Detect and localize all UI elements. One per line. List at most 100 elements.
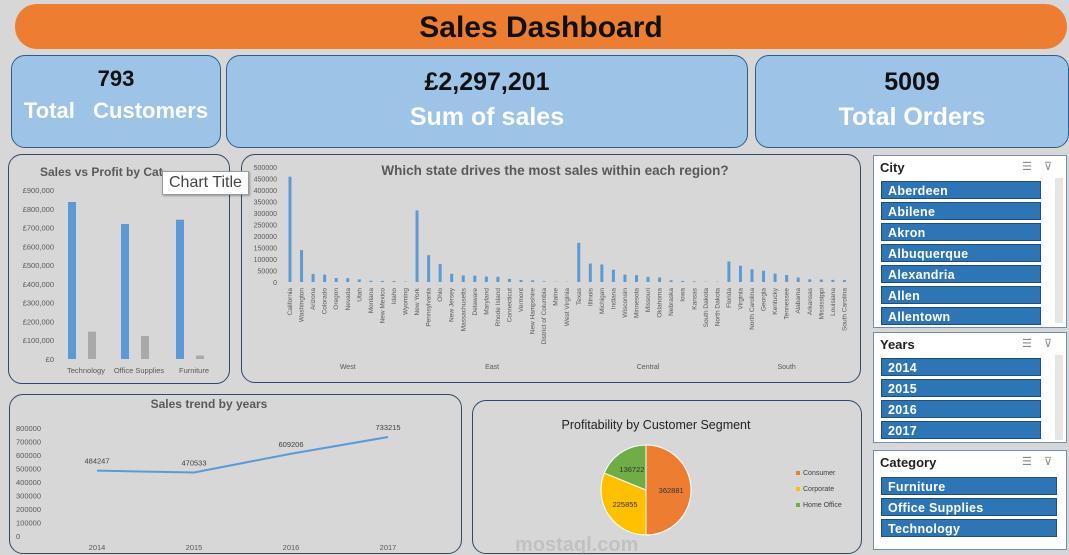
state-label: Kansas [691, 287, 698, 309]
clear-filter-icon[interactable]: ⊽ [1044, 338, 1053, 350]
state-bar [692, 281, 696, 282]
state-label: Oregon [333, 288, 340, 310]
state-label: Nebraska [668, 288, 675, 316]
clear-filter-icon[interactable]: ⊽ [1044, 456, 1053, 468]
clear-filter-icon[interactable]: ⊽ [1044, 161, 1053, 173]
city-item[interactable]: Akron [881, 223, 1041, 241]
category-item[interactable]: Technology [881, 519, 1057, 537]
state-bar [531, 280, 535, 282]
state-label: Nevada [345, 288, 352, 311]
state-label: Montana [368, 288, 375, 314]
state-bar [380, 280, 384, 282]
y-tick-label: 100000 [254, 257, 277, 264]
state-label: Maine [553, 288, 560, 306]
city-slicer-title: City [880, 160, 905, 175]
state-bar [600, 264, 604, 282]
y-tick-label: 450000 [254, 177, 277, 184]
state-bar [415, 210, 419, 282]
chart-title: Which state drives the most sales within… [381, 163, 728, 178]
pie-slice [645, 444, 692, 536]
data-label: 484247 [84, 457, 109, 466]
multi-select-icon[interactable]: ☰ [1022, 456, 1032, 468]
state-label: New Mexico [379, 288, 386, 324]
panel-sales-vs-profit[interactable] [8, 154, 230, 384]
state-label: Alabama [795, 288, 802, 314]
panel-state-sales[interactable] [241, 154, 861, 383]
panel-segment-pie[interactable] [472, 400, 862, 554]
city-item[interactable]: Albuquerque [881, 244, 1041, 262]
state-bar [773, 273, 777, 282]
y-tick-label: 800000 [16, 424, 41, 433]
region-label: Central [637, 364, 660, 371]
state-bar [461, 275, 465, 282]
region-label: East [485, 364, 499, 371]
state-bar [334, 277, 338, 282]
multi-select-icon[interactable]: ☰ [1022, 338, 1032, 350]
city-item[interactable]: Allentown [881, 307, 1041, 325]
years-scrollbar[interactable] [1055, 355, 1063, 440]
city-item[interactable]: Abilene [881, 202, 1041, 220]
state-bar [611, 269, 615, 282]
category-item[interactable]: Furniture [881, 477, 1057, 495]
category-slicer[interactable]: Category ☰ ⊽ Furniture Office Supplies T… [873, 450, 1067, 550]
state-bar [323, 274, 327, 282]
state-bar [635, 275, 638, 282]
y-tick-label: £900,000 [23, 186, 54, 195]
state-label: Illinois [587, 287, 594, 306]
state-label: Michigan [599, 288, 606, 314]
state-bar [658, 277, 662, 282]
city-item[interactable]: Aberdeen [881, 181, 1041, 199]
x-tick-label: Furniture [179, 366, 209, 375]
watermark-text: mostaql.com [515, 534, 638, 555]
y-tick-label: £100,000 [23, 336, 54, 345]
city-item[interactable]: Alexandria [881, 265, 1041, 283]
y-tick-label: £0 [46, 355, 54, 364]
legend-swatch [796, 487, 800, 491]
state-bar [750, 269, 754, 282]
years-slicer[interactable]: Years ☰ ⊽ 2014 2015 2016 2017 [873, 332, 1067, 443]
state-label: Ohio [437, 288, 444, 302]
y-tick-label: £400,000 [23, 280, 54, 289]
state-label: Florida [726, 288, 733, 308]
panel-sales-trend[interactable] [9, 394, 462, 554]
state-label: Vermont [518, 288, 525, 312]
y-tick-label: £500,000 [23, 261, 54, 270]
year-item[interactable]: 2016 [881, 400, 1041, 418]
year-item[interactable]: 2014 [881, 358, 1041, 376]
category-item[interactable]: Office Supplies [881, 498, 1057, 516]
year-item[interactable]: 2015 [881, 379, 1041, 397]
y-tick-label: 150000 [254, 246, 277, 253]
city-scrollbar[interactable] [1055, 178, 1063, 323]
y-tick-label: 250000 [254, 223, 277, 230]
state-label: Massachusetts [460, 287, 467, 331]
chart-title: Sales vs Profit by Cat [40, 165, 163, 179]
state-bar [623, 274, 627, 282]
state-label: West Virginia [564, 288, 571, 326]
kpi-customers-value: 793 [97, 66, 135, 91]
year-item[interactable]: 2017 [881, 421, 1041, 439]
state-bar [450, 273, 454, 282]
state-label: New Hampshire [530, 288, 537, 335]
state-bar [496, 276, 500, 282]
state-bar [646, 276, 650, 282]
kpi-total-orders: 5009 Total Orders [755, 55, 1069, 148]
city-slicer[interactable]: City ☰ ⊽ Aberdeen Abilene Akron Albuquer… [873, 155, 1067, 328]
profit-bar [141, 335, 149, 359]
dashboard-title: Sales Dashboard [15, 4, 1067, 49]
multi-select-icon[interactable]: ☰ [1022, 161, 1032, 173]
y-tick-label: 500000 [254, 165, 277, 172]
data-label: 470533 [181, 458, 206, 467]
state-label: South Carolina [841, 288, 848, 331]
y-tick-label: £200,000 [23, 317, 54, 326]
legend-swatch [796, 471, 800, 475]
y-tick-label: £600,000 [23, 242, 54, 251]
kpi-orders-value: 5009 [884, 68, 940, 96]
y-tick-label: 400000 [254, 188, 277, 195]
y-tick-label: 50000 [258, 269, 278, 276]
city-item[interactable]: Allen [881, 286, 1041, 304]
state-label: Mississippi [818, 288, 825, 319]
data-label: 733215 [375, 423, 400, 432]
state-label: Indiana [610, 288, 617, 310]
y-tick-label: 300000 [16, 492, 41, 501]
